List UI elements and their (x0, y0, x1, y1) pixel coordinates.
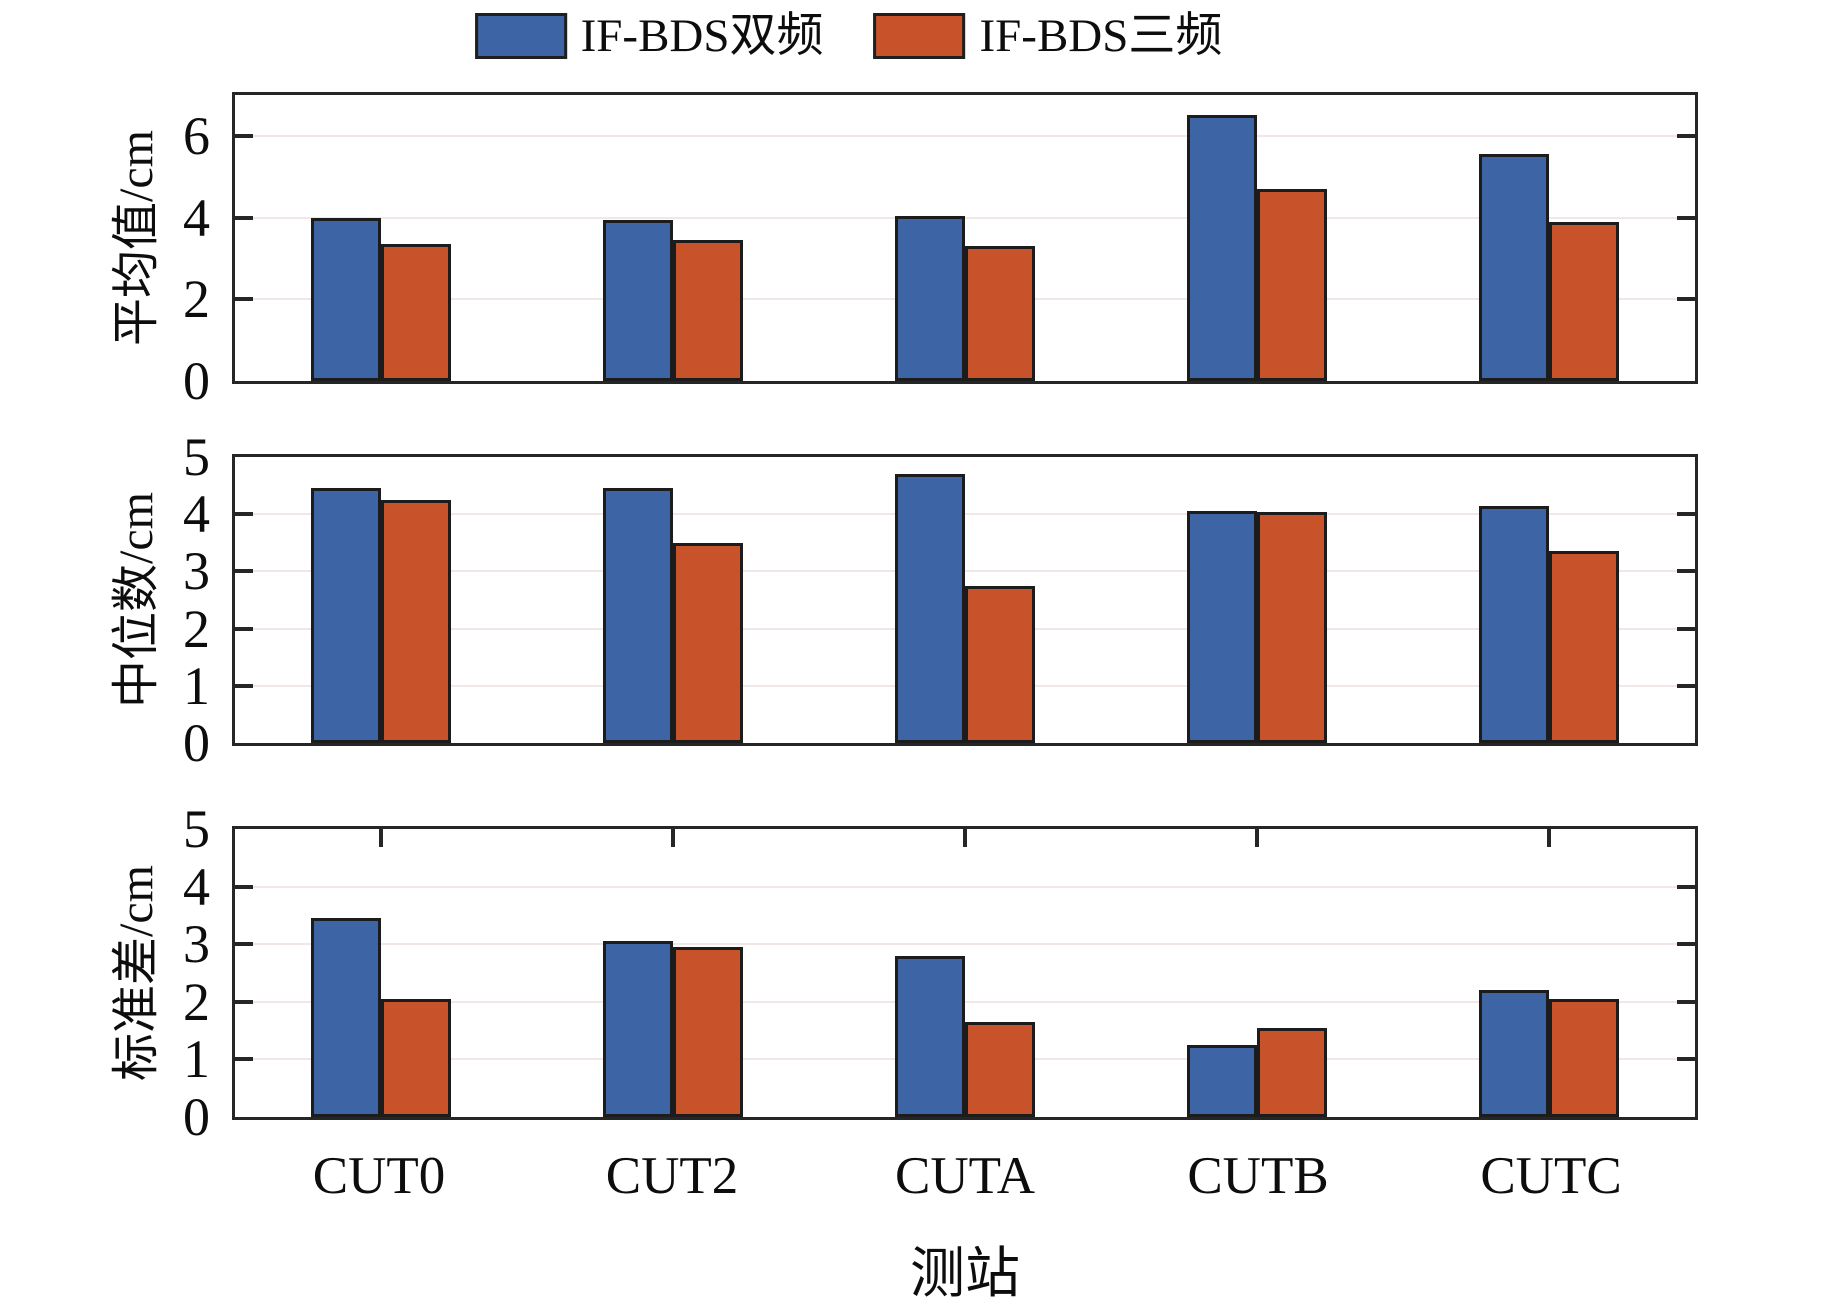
y-tick-mark (235, 942, 253, 947)
x-tick-label-cutb: CUTB (1187, 1147, 1329, 1205)
bar-triple-freq-cuta (965, 246, 1035, 381)
y-tick-label: 5 (183, 427, 210, 487)
y-tick-label: 6 (183, 105, 210, 166)
y-tick-mark (1677, 215, 1695, 220)
bar-triple-freq-cutc (1549, 551, 1619, 743)
x-tick-label-cutc: CUTC (1480, 1147, 1622, 1205)
bar-dual-freq-cut2 (603, 941, 673, 1117)
bar-dual-freq-cutc (1479, 990, 1549, 1117)
bar-triple-freq-cutc (1549, 222, 1619, 381)
bar-triple-freq-cut2 (673, 240, 743, 381)
bar-triple-freq-cutb (1257, 189, 1327, 381)
bar-triple-freq-cut2 (673, 543, 743, 743)
y-tick-mark (1677, 1057, 1695, 1062)
y-tick-mark (235, 999, 253, 1004)
bar-dual-freq-cut2 (603, 220, 673, 381)
mean-chart-plot-area (232, 92, 1698, 384)
gridline (235, 943, 1695, 946)
y-tick-mark (235, 569, 253, 574)
y-tick-mark (235, 626, 253, 631)
y-tick-mark (1677, 133, 1695, 138)
bar-dual-freq-cuta (895, 474, 965, 743)
bar-triple-freq-cut0 (381, 244, 451, 381)
y-tick-label: 1 (183, 655, 210, 716)
x-tick-mark (379, 829, 383, 847)
bar-dual-freq-cutc (1479, 154, 1549, 381)
bar-triple-freq-cuta (965, 1022, 1035, 1117)
bar-dual-freq-cutb (1187, 511, 1257, 743)
y-tick-label: 3 (183, 914, 210, 975)
gridline (235, 513, 1695, 516)
bar-triple-freq-cutc (1549, 999, 1619, 1117)
bar-triple-freq-cut2 (673, 947, 743, 1117)
y-tick-mark (1677, 626, 1695, 631)
y-tick-mark (1677, 884, 1695, 889)
bar-dual-freq-cutb (1187, 115, 1257, 381)
y-tick-label: 1 (183, 1029, 210, 1090)
gridline (235, 216, 1695, 219)
y-tick-mark (235, 133, 253, 138)
gridline (235, 134, 1695, 137)
gridline (235, 885, 1695, 888)
y-tick-mark (235, 884, 253, 889)
y-tick-mark (235, 1057, 253, 1062)
x-tick-mark (963, 829, 967, 847)
y-tick-mark (1677, 297, 1695, 302)
bar-triple-freq-cut0 (381, 999, 451, 1117)
y-tick-label: 4 (183, 187, 210, 248)
bar-dual-freq-cuta (895, 956, 965, 1117)
bar-triple-freq-cutb (1257, 1028, 1327, 1117)
x-tick-label-cut2: CUT2 (605, 1147, 739, 1205)
y-tick-label: 2 (183, 971, 210, 1032)
y-tick-label: 3 (183, 541, 210, 602)
y-tick-label: 2 (183, 269, 210, 330)
y-tick-label: 0 (183, 1087, 210, 1147)
y-tick-mark (1677, 942, 1695, 947)
bar-triple-freq-cuta (965, 586, 1035, 743)
bar-dual-freq-cut2 (603, 488, 673, 743)
x-tick-mark (671, 829, 675, 847)
y-tick-mark (235, 215, 253, 220)
y-tick-mark (235, 512, 253, 517)
x-tick-label-cut0: CUT0 (312, 1147, 446, 1205)
bar-dual-freq-cut0 (311, 918, 381, 1117)
legend-label-triple-freq: IF-BDS三频 (979, 10, 1223, 62)
bar-triple-freq-cut0 (381, 500, 451, 743)
legend-swatch-triple-freq (873, 13, 966, 59)
y-tick-label: 0 (183, 351, 210, 411)
bar-dual-freq-cut0 (311, 218, 381, 381)
bar-dual-freq-cutb (1187, 1045, 1257, 1117)
x-tick-mark (1255, 829, 1259, 847)
y-tick-mark (1677, 683, 1695, 688)
y-tick-mark (1677, 999, 1695, 1004)
y-tick-label: 4 (183, 856, 210, 917)
y-tick-label: 0 (183, 713, 210, 773)
legend: IF-BDS双频 IF-BDS三频 (474, 10, 1259, 62)
bar-dual-freq-cutc (1479, 506, 1549, 743)
median-chart-plot-area (232, 454, 1698, 746)
bar-dual-freq-cut0 (311, 488, 381, 743)
x-tick-label-cuta: CUTA (894, 1147, 1036, 1205)
y-tick-mark (1677, 569, 1695, 574)
y-tick-label: 4 (183, 484, 210, 545)
y-tick-label: 5 (183, 799, 210, 859)
legend-label-dual-freq: IF-BDS双频 (580, 10, 824, 62)
gridline (235, 1000, 1695, 1003)
y-tick-mark (1677, 512, 1695, 517)
stddev-chart-plot-area (232, 826, 1698, 1120)
x-tick-mark (1547, 829, 1551, 847)
y-tick-mark (235, 683, 253, 688)
x-axis-title: 测站 (909, 1243, 1020, 1299)
y-tick-mark (235, 297, 253, 302)
legend-swatch-dual-freq (474, 13, 567, 59)
bar-dual-freq-cuta (895, 216, 965, 381)
bar-triple-freq-cutb (1257, 512, 1327, 743)
gridline (235, 570, 1695, 573)
y-tick-label: 2 (183, 598, 210, 659)
